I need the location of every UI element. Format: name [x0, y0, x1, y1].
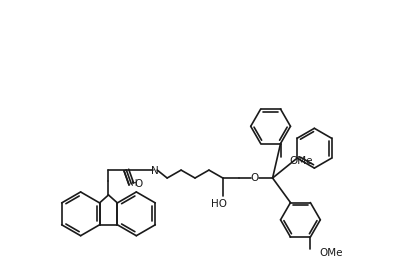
Text: O: O — [134, 179, 142, 189]
Text: OMe: OMe — [290, 156, 313, 167]
Text: OMe: OMe — [320, 248, 343, 258]
Text: N: N — [151, 166, 159, 176]
Text: O: O — [251, 173, 259, 183]
Text: HO: HO — [211, 199, 227, 209]
Text: H: H — [130, 178, 136, 188]
